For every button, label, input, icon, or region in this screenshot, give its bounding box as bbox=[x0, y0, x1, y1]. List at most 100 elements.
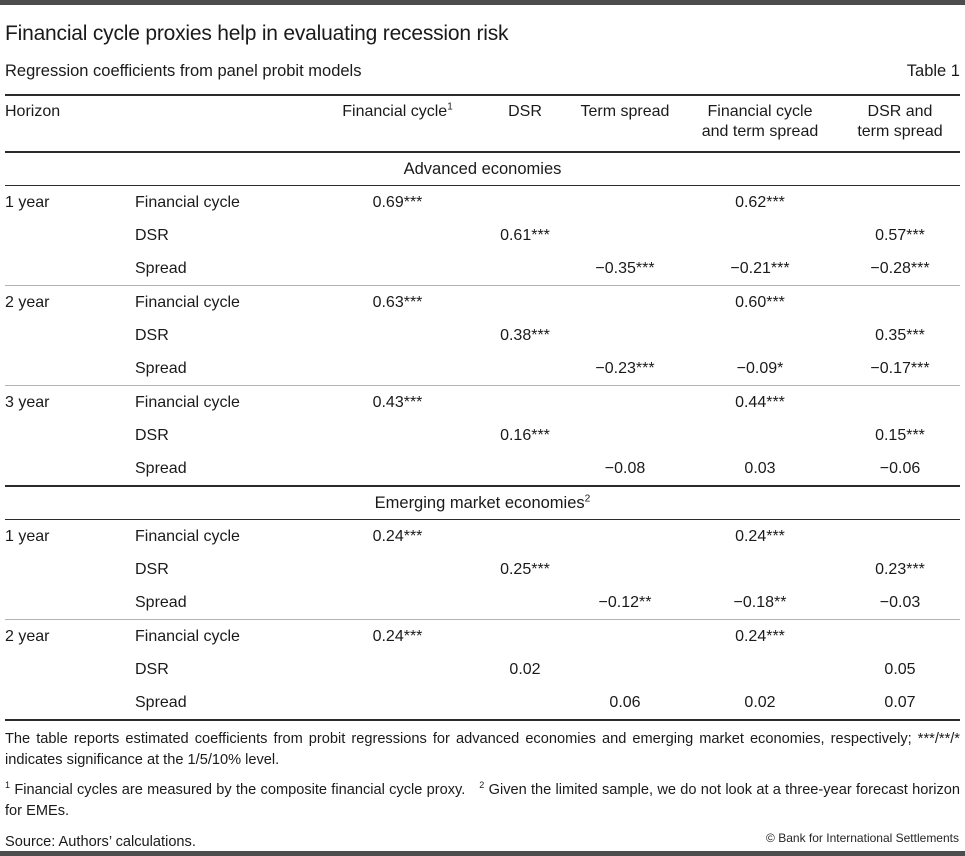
value-cell: 0.07 bbox=[840, 686, 960, 721]
value-cell: 0.24*** bbox=[372, 527, 423, 545]
value-cell bbox=[570, 319, 680, 352]
column-header-horizon: Horizon bbox=[5, 95, 135, 153]
value-cell bbox=[315, 686, 480, 721]
variable-cell: Financial cycle bbox=[135, 385, 315, 419]
value-cell: −0.03 bbox=[879, 593, 921, 611]
page-title: Financial cycle proxies help in evaluati… bbox=[5, 22, 509, 45]
variable-cell: Financial cycle bbox=[135, 527, 240, 545]
value-cell: −0.08 bbox=[604, 459, 646, 477]
value-cell bbox=[570, 385, 680, 419]
value-cell: 0.24*** bbox=[315, 619, 480, 653]
horizon-cell: 3 year bbox=[5, 385, 135, 419]
value-cell: 0.15*** bbox=[875, 426, 925, 444]
footnote-2-text: Given the limited sample, we do not look… bbox=[5, 782, 960, 819]
value-cell bbox=[315, 419, 480, 452]
general-note: The table reports estimated coefficients… bbox=[5, 731, 960, 768]
value-cell bbox=[315, 452, 480, 486]
horizon-cell bbox=[5, 419, 135, 452]
value-cell bbox=[480, 619, 570, 653]
table-row: 3 year Financial cycle 0.43*** 0.44*** bbox=[5, 385, 960, 419]
horizon-cell: 1 year bbox=[5, 193, 50, 211]
column-header-row: Horizon Financial cycle1 DSR Term spread… bbox=[5, 95, 960, 153]
value-cell bbox=[840, 385, 960, 419]
footnote-ref-2: 2 bbox=[584, 493, 591, 504]
source-line: Source: Authors’ calculations. bbox=[5, 834, 196, 850]
table-row: Spread 0.06 0.02 0.07 bbox=[5, 686, 960, 721]
table-row: 1 year Financial cycle 0.24*** 0.24*** bbox=[5, 520, 960, 554]
table-number-label: Table 1 bbox=[906, 62, 960, 80]
table-row: Spread −0.35*** −0.21*** −0.28*** bbox=[5, 252, 960, 286]
value-cell bbox=[480, 452, 570, 486]
value-cell: −0.17*** bbox=[870, 359, 930, 377]
value-cell: −0.12** bbox=[598, 593, 652, 611]
table-row: 2 year Financial cycle 0.24*** 0.24*** bbox=[5, 619, 960, 653]
value-cell bbox=[480, 586, 570, 620]
horizon-cell bbox=[5, 653, 135, 686]
value-cell bbox=[570, 285, 680, 319]
value-cell: 0.05 bbox=[884, 660, 916, 678]
value-cell bbox=[570, 553, 680, 586]
column-header-fc-and-term-spread: Financial cycle and term spread bbox=[680, 95, 840, 153]
table-row: DSR 0.61*** 0.57*** bbox=[5, 219, 960, 252]
regression-table: Horizon Financial cycle1 DSR Term spread… bbox=[5, 94, 960, 721]
footnotes: 1 Financial cycles are measured by the c… bbox=[5, 780, 960, 822]
value-cell: −0.18** bbox=[733, 593, 787, 611]
value-cell: 0.63*** bbox=[315, 285, 480, 319]
horizon-cell bbox=[5, 319, 135, 352]
value-cell: 0.16*** bbox=[500, 426, 550, 444]
variable-cell: DSR bbox=[135, 560, 169, 578]
horizon-cell bbox=[5, 219, 135, 252]
horizon-cell: 1 year bbox=[5, 527, 50, 545]
value-cell bbox=[680, 553, 840, 586]
table-row: DSR 0.02 0.05 bbox=[5, 653, 960, 686]
variable-cell: Spread bbox=[135, 359, 187, 377]
variable-cell: Spread bbox=[135, 459, 187, 477]
copyright-notice: © Bank for International Settlements bbox=[766, 831, 959, 845]
variable-cell: Financial cycle bbox=[135, 619, 315, 653]
value-cell bbox=[840, 285, 960, 319]
horizon-cell bbox=[5, 452, 135, 486]
value-cell: 0.38*** bbox=[500, 326, 550, 344]
section-title-emerging: Emerging market economies2 bbox=[5, 485, 960, 520]
variable-cell: Spread bbox=[135, 686, 315, 721]
section-title-advanced: Advanced economies bbox=[5, 152, 960, 186]
value-cell bbox=[315, 319, 480, 352]
table-row: Spread −0.08 0.03 −0.06 bbox=[5, 452, 960, 486]
value-cell: 0.02 bbox=[680, 686, 840, 721]
variable-cell: DSR bbox=[135, 326, 169, 344]
value-cell: −0.09* bbox=[736, 359, 784, 377]
table-row: DSR 0.38*** 0.35*** bbox=[5, 319, 960, 352]
table-row: DSR 0.16*** 0.15*** bbox=[5, 419, 960, 452]
horizon-cell bbox=[5, 553, 135, 586]
footnote-ref-1: 1 bbox=[447, 101, 453, 113]
horizon-cell bbox=[5, 352, 135, 386]
variable-cell: Financial cycle bbox=[135, 285, 315, 319]
table-row: Spread −0.12** −0.18** −0.03 bbox=[5, 586, 960, 620]
value-cell: 0.23*** bbox=[875, 560, 925, 578]
column-header-dsr-and-term-spread: DSR and term spread bbox=[840, 95, 960, 153]
value-cell bbox=[480, 352, 570, 386]
value-cell bbox=[480, 520, 570, 554]
value-cell: 0.35*** bbox=[875, 326, 925, 344]
value-cell bbox=[315, 352, 480, 386]
value-cell: 0.03 bbox=[744, 459, 776, 477]
column-header-financial-cycle: Financial cycle1 bbox=[315, 95, 480, 153]
value-cell bbox=[680, 419, 840, 452]
variable-cell: DSR bbox=[135, 660, 169, 678]
value-cell bbox=[840, 186, 960, 220]
value-cell: −0.35*** bbox=[595, 259, 655, 277]
value-cell: 0.60*** bbox=[680, 285, 840, 319]
horizon-cell bbox=[5, 252, 135, 286]
column-header-dsr: DSR bbox=[480, 95, 570, 153]
value-cell: 0.02 bbox=[509, 660, 541, 678]
value-cell bbox=[570, 619, 680, 653]
value-cell: 0.61*** bbox=[500, 226, 550, 244]
value-cell bbox=[680, 319, 840, 352]
table-row: 2 year Financial cycle 0.63*** 0.60*** bbox=[5, 285, 960, 319]
value-cell bbox=[840, 619, 960, 653]
variable-cell: Financial cycle bbox=[135, 193, 240, 211]
value-cell bbox=[570, 520, 680, 554]
footnote-2-marker: 2 bbox=[479, 780, 485, 791]
value-cell bbox=[315, 653, 480, 686]
